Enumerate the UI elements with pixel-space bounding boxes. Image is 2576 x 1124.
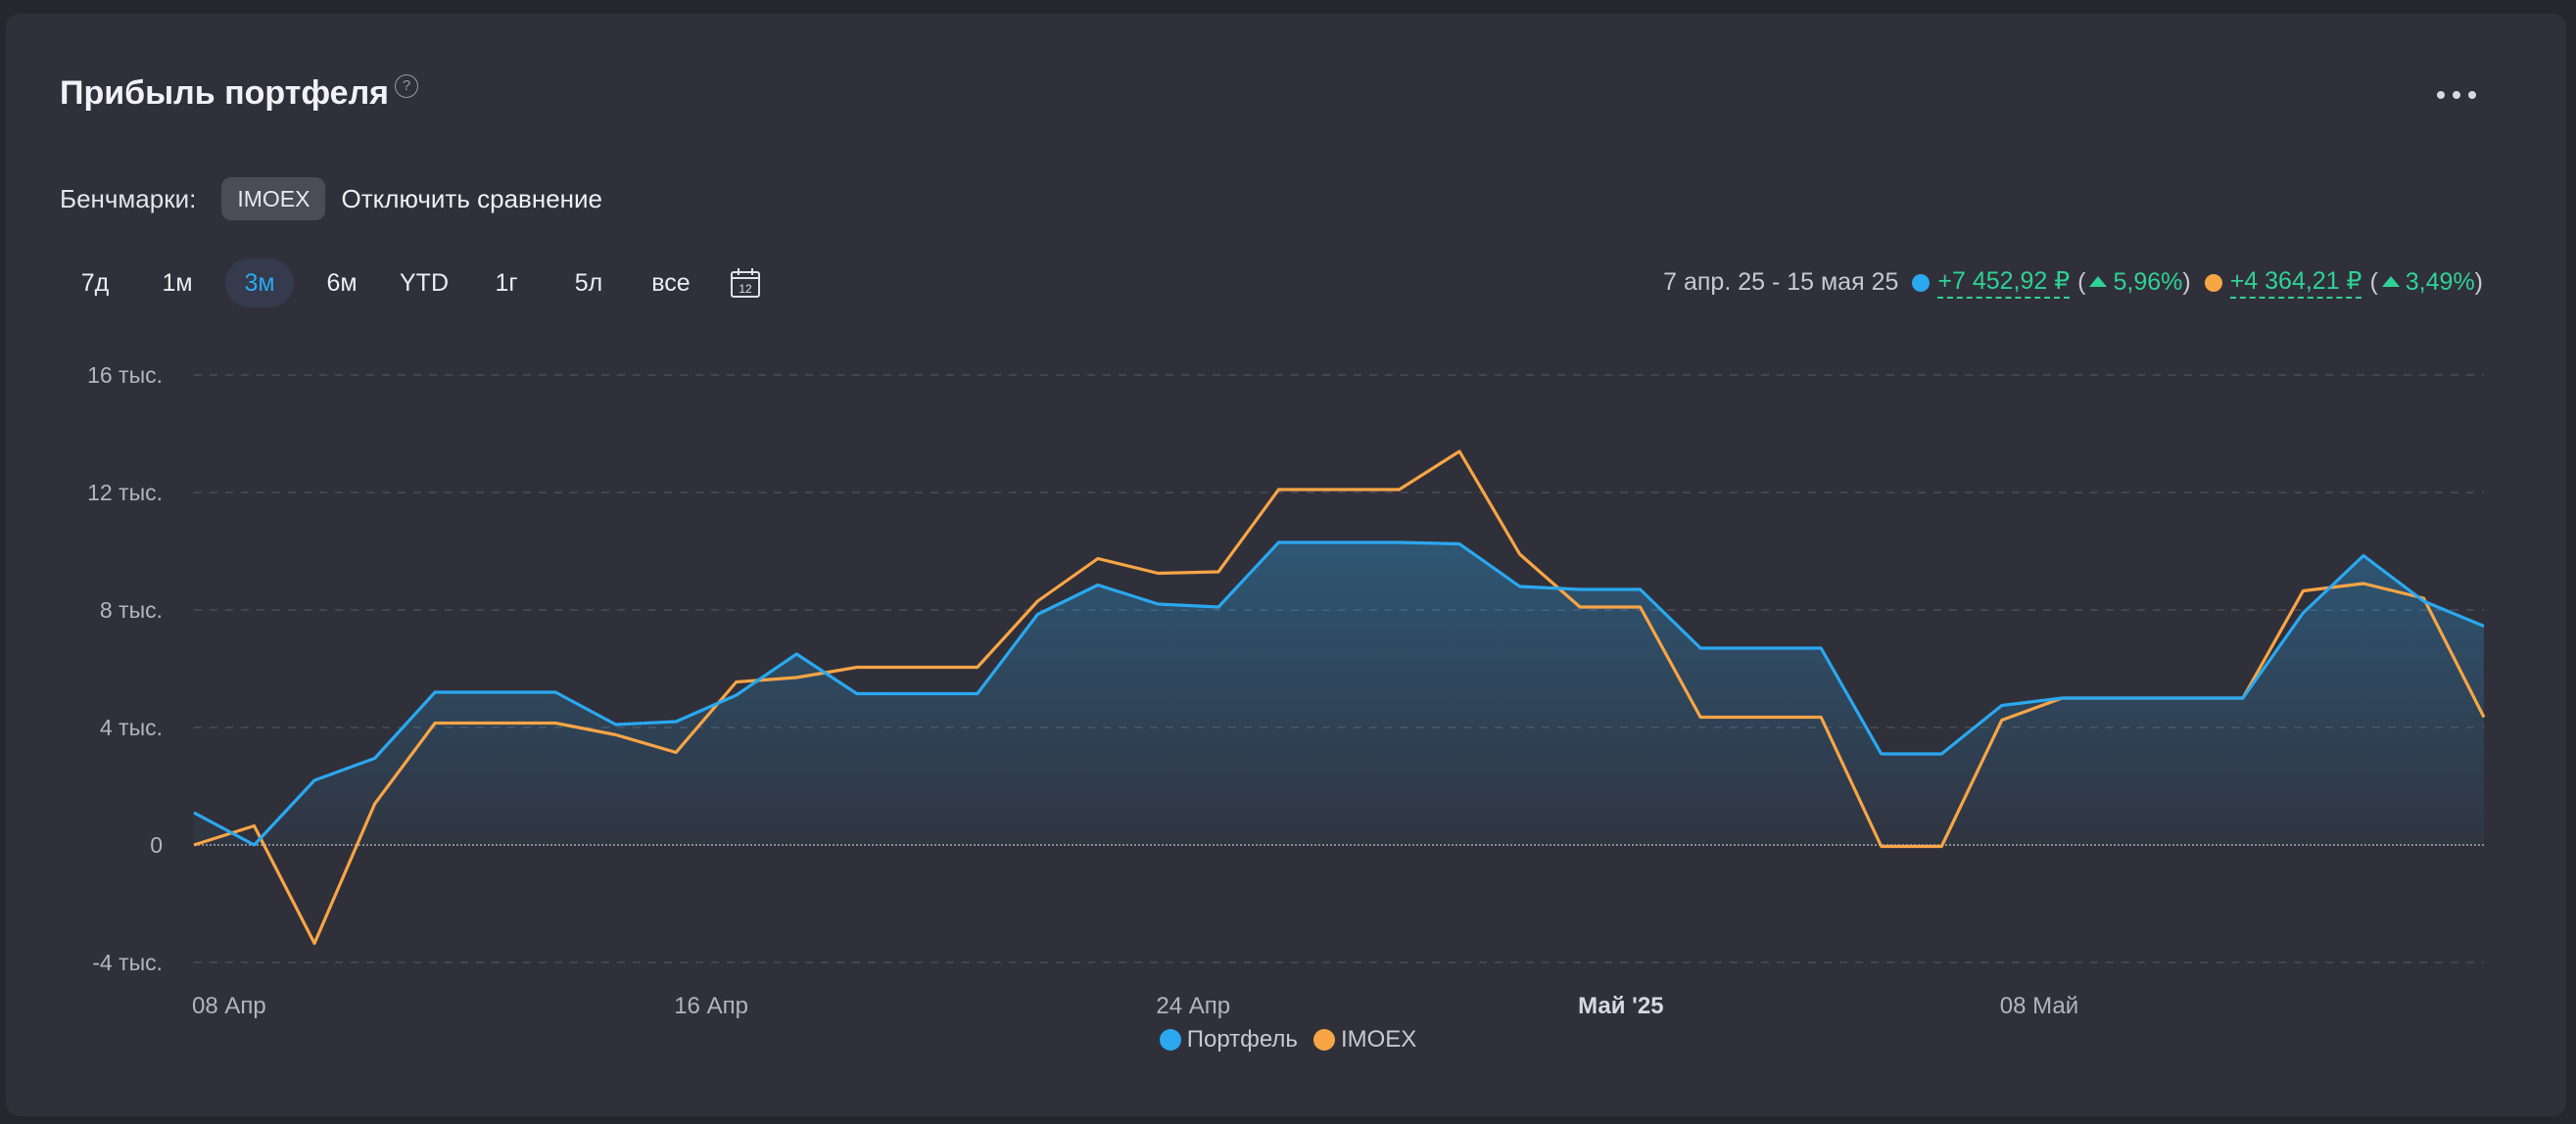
portfolio-dot-icon <box>1912 273 1931 292</box>
paren-open: ( <box>2077 268 2086 296</box>
area-layer <box>194 542 2484 845</box>
period-tab-5y[interactable]: 5л <box>574 269 603 297</box>
line-layer <box>193 449 2486 946</box>
benchmarks-row: Бенчмарки: IMOEX Отключить сравнение <box>60 176 602 221</box>
paren-open: ( <box>2369 268 2378 296</box>
period-tab-all[interactable]: все <box>651 269 691 297</box>
date-range: 7 апр. 25 - 15 мая 25 <box>1663 268 1899 296</box>
label-layer: 16 тыс. 12 тыс. 8 тыс. 4 тыс. 0 -4 тыс. 08 Апр… <box>87 362 2078 1019</box>
y-tick-label: 8 тыс. <box>100 597 163 623</box>
more-dot-icon <box>2453 91 2460 99</box>
help-icon[interactable]: ? <box>395 74 419 98</box>
period-tab-3m[interactable]: 3м <box>225 258 294 307</box>
y-tick-label: 16 тыс. <box>87 362 163 388</box>
up-triangle-icon <box>2089 275 2108 287</box>
x-tick-label: 16 Апр <box>674 993 748 1019</box>
more-options-button[interactable] <box>2437 80 2476 110</box>
portfolio-area <box>194 542 2484 845</box>
period-tab-1m[interactable]: 1м <box>162 269 193 297</box>
y-tick-label: 4 тыс. <box>100 715 163 740</box>
legend-item-imoex[interactable]: IMOEX <box>1312 1026 1417 1054</box>
y-tick-label: 0 <box>150 832 163 858</box>
calendar-day-text: 12 <box>739 282 752 296</box>
legend-imoex-dot-icon <box>1312 1029 1335 1051</box>
portfolio-profit-value[interactable]: +7 452,92 ₽ <box>1937 266 2071 299</box>
legend-portfolio-label: Портфель <box>1186 1026 1298 1053</box>
more-dot-icon <box>2437 91 2445 99</box>
benchmark-profit-percent: 3,49% <box>2405 268 2475 296</box>
period-tab-1y[interactable]: 1г <box>495 269 518 297</box>
y-tick-label: 12 тыс. <box>87 480 163 505</box>
legend-item-portfolio[interactable]: Портфель <box>1159 1026 1298 1054</box>
title-text: Прибыль портфеля <box>60 74 390 112</box>
benchmark-chip-imoex[interactable]: IMOEX <box>221 177 326 220</box>
x-tick-label: 08 Апр <box>192 993 266 1019</box>
up-triangle-icon <box>2381 275 2400 287</box>
page-title: Прибыль портфеля ? <box>60 74 419 113</box>
legend-imoex-label: IMOEX <box>1340 1026 1417 1053</box>
period-summary: 7 апр. 25 - 15 мая 25 +7 452,92 ₽ ( 5,96… <box>1663 266 2483 299</box>
disable-comparison-link[interactable]: Отключить сравнение <box>341 183 603 213</box>
paren-close: ) <box>2182 268 2191 296</box>
benchmark-dot-icon <box>2204 273 2222 292</box>
period-tab-7d[interactable]: 7д <box>80 269 110 297</box>
benchmarks-label: Бенчмарки: <box>60 183 197 213</box>
x-tick-label: Май '25 <box>1578 993 1663 1019</box>
portfolio-profit-percent: 5,96% <box>2113 268 2183 296</box>
legend-portfolio-dot-icon <box>1159 1029 1181 1051</box>
period-tab-6m[interactable]: 6м <box>326 269 358 297</box>
y-tick-label: -4 тыс. <box>92 950 163 975</box>
period-tab-ytd[interactable]: YTD <box>400 269 449 297</box>
calendar-icon[interactable]: 12 <box>729 266 762 300</box>
portfolio-line <box>193 540 2485 847</box>
period-tabs: 7д 1м 3м 6м YTD 1г 5л все 12 <box>61 258 762 307</box>
chart-legend: Портфель IMOEX <box>0 1026 2576 1054</box>
benchmark-profit-value[interactable]: +4 364,21 ₽ <box>2229 266 2362 299</box>
x-tick-label: 24 Апр <box>1156 993 1230 1019</box>
paren-close: ) <box>2474 268 2483 296</box>
more-dot-icon <box>2468 91 2476 99</box>
x-tick-label: 08 Май <box>2000 993 2078 1019</box>
